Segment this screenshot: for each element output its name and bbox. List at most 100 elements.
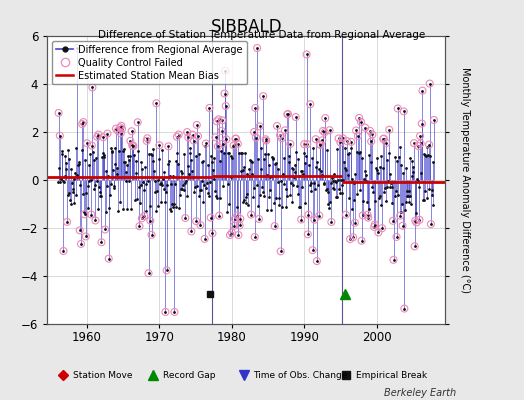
- Point: [217, 128, 226, 134]
- Point: [128, 142, 136, 149]
- Point: [103, 130, 112, 137]
- Point: [358, 212, 367, 218]
- Point: [56, 132, 64, 139]
- Point: [310, 216, 319, 223]
- Point: [193, 122, 201, 128]
- Point: [247, 211, 255, 218]
- Point: [218, 117, 226, 124]
- Point: [192, 218, 200, 224]
- Point: [425, 142, 433, 148]
- Point: [339, 135, 347, 142]
- Point: [162, 267, 171, 274]
- Point: [291, 114, 300, 120]
- Text: Berkeley Earth: Berkeley Earth: [384, 388, 456, 398]
- Point: [394, 105, 402, 112]
- Point: [251, 105, 259, 111]
- Point: [201, 236, 209, 242]
- Point: [325, 127, 334, 134]
- Point: [315, 212, 323, 219]
- Point: [80, 211, 89, 218]
- Point: [412, 219, 421, 226]
- Point: [83, 140, 91, 146]
- Y-axis label: Monthly Temperature Anomaly Difference (°C): Monthly Temperature Anomaly Difference (…: [460, 67, 470, 293]
- Point: [385, 126, 394, 133]
- Point: [361, 124, 369, 131]
- Point: [230, 222, 238, 229]
- Point: [88, 142, 96, 149]
- Point: [261, 136, 270, 142]
- Point: [352, 127, 361, 134]
- Point: [211, 134, 220, 140]
- Point: [104, 256, 113, 262]
- Point: [347, 139, 355, 145]
- Point: [354, 133, 362, 139]
- Point: [374, 229, 383, 236]
- Point: [327, 219, 335, 225]
- Point: [302, 51, 311, 58]
- Text: Record Gap: Record Gap: [163, 370, 215, 380]
- Point: [363, 212, 372, 218]
- Point: [152, 100, 160, 106]
- Point: [319, 128, 327, 134]
- Point: [147, 232, 156, 238]
- Point: [232, 136, 240, 142]
- Point: [144, 270, 152, 276]
- Point: [396, 212, 405, 219]
- Point: [222, 103, 230, 109]
- Point: [196, 222, 204, 228]
- Point: [138, 215, 146, 222]
- Point: [318, 137, 326, 144]
- Point: [187, 228, 195, 234]
- Point: [300, 141, 309, 147]
- Point: [303, 231, 312, 238]
- Point: [215, 212, 223, 219]
- Point: [398, 222, 407, 229]
- Point: [343, 138, 351, 144]
- Point: [87, 211, 95, 218]
- Point: [173, 134, 181, 140]
- Point: [116, 130, 125, 136]
- Title: SIBBALD: SIBBALD: [211, 18, 282, 36]
- Point: [219, 140, 227, 147]
- Point: [368, 131, 377, 138]
- Point: [367, 138, 375, 145]
- Point: [161, 309, 170, 315]
- Point: [183, 129, 191, 135]
- Point: [255, 123, 264, 130]
- Point: [73, 45, 82, 51]
- Point: [91, 217, 100, 224]
- Point: [355, 115, 363, 121]
- Point: [221, 90, 229, 97]
- Point: [146, 217, 155, 224]
- Point: [336, 139, 345, 146]
- Point: [116, 124, 124, 130]
- Point: [77, 241, 85, 247]
- Point: [226, 232, 234, 238]
- Point: [389, 257, 398, 263]
- Point: [400, 305, 409, 312]
- Text: Empirical Break: Empirical Break: [356, 370, 427, 380]
- Point: [315, 141, 324, 148]
- Point: [303, 141, 311, 147]
- Point: [262, 138, 270, 144]
- Point: [117, 123, 126, 129]
- Point: [321, 129, 329, 135]
- Text: Station Move: Station Move: [73, 370, 132, 380]
- Point: [213, 118, 221, 124]
- Point: [134, 119, 142, 126]
- Point: [270, 223, 279, 229]
- Point: [380, 135, 388, 142]
- Point: [129, 143, 138, 149]
- Point: [379, 136, 387, 142]
- Point: [164, 143, 172, 150]
- Point: [297, 216, 305, 223]
- Point: [427, 221, 435, 227]
- Point: [205, 105, 214, 111]
- Point: [63, 219, 71, 225]
- Point: [349, 234, 357, 240]
- Point: [194, 133, 202, 139]
- Point: [114, 128, 122, 134]
- Point: [140, 213, 148, 219]
- Point: [418, 88, 427, 94]
- Point: [410, 140, 418, 146]
